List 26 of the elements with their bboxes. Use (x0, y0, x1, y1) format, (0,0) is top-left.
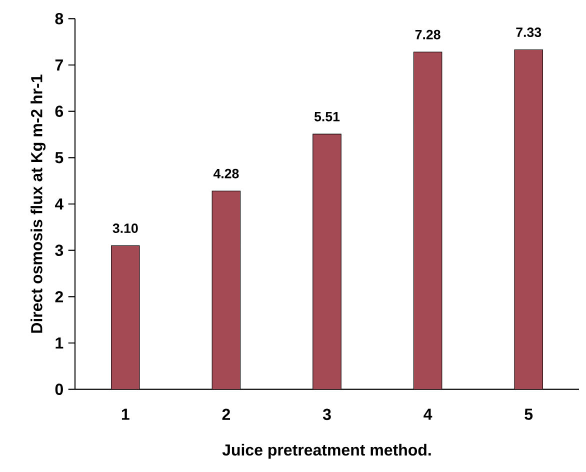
bar (111, 245, 140, 390)
x-tick-label: 2 (222, 408, 230, 420)
data-label: 5.51 (314, 112, 340, 122)
bar (514, 49, 543, 390)
bar (212, 190, 241, 390)
y-tick-label: 5 (55, 152, 64, 164)
y-tick-label: 8 (55, 13, 64, 24)
x-tick-label: 5 (524, 408, 533, 420)
data-label: 4.28 (213, 168, 239, 178)
y-tick-label: 6 (55, 106, 64, 117)
x-tick-label: 1 (122, 408, 130, 420)
y-tick-label: 2 (55, 291, 63, 302)
data-label: 7.33 (516, 28, 542, 38)
x-tick-label: 4 (424, 408, 432, 420)
bar (413, 52, 442, 390)
y-tick-label: 4 (54, 198, 64, 210)
data-label: 3.10 (112, 224, 138, 233)
y-tick-label: 0 (55, 384, 63, 395)
data-label: 7.28 (415, 30, 440, 40)
bar (312, 134, 342, 390)
y-tick-label: 1 (56, 338, 64, 349)
y-tick-label: 3 (55, 244, 64, 256)
y-tick-label: 7 (55, 60, 63, 71)
x-tick-label: 3 (322, 408, 331, 420)
x-axis-title: Juice pretreatment method. (222, 444, 431, 459)
y-axis-title: Direct osmosis flux at Kg m-2 hr-1 (30, 74, 46, 333)
